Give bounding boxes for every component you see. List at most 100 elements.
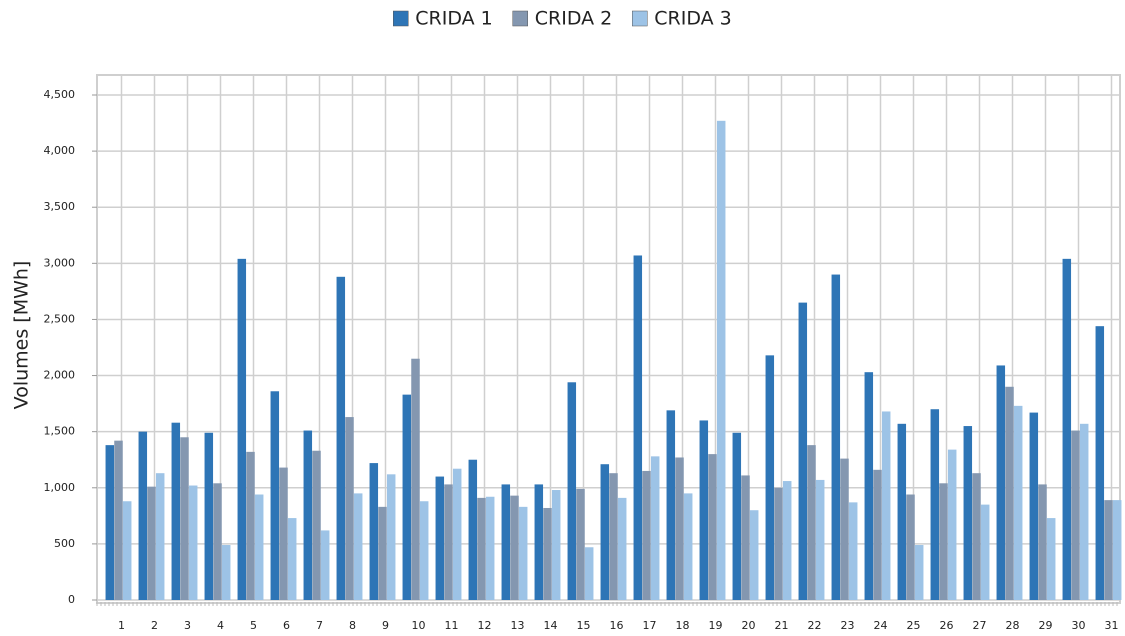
x-tick-label: 25 xyxy=(907,619,921,632)
x-tick-label: 27 xyxy=(973,619,987,632)
bar xyxy=(642,470,651,600)
x-tick-label: 14 xyxy=(544,619,558,632)
x-tick-label: 1 xyxy=(118,619,125,632)
bar xyxy=(798,302,808,600)
x-tick-label: 22 xyxy=(808,619,822,632)
x-tick-label: 18 xyxy=(676,619,690,632)
bar xyxy=(518,506,528,600)
bar xyxy=(114,440,123,600)
bar xyxy=(1071,430,1080,600)
x-tick-label: 8 xyxy=(349,619,356,632)
bar xyxy=(411,358,420,600)
bar xyxy=(864,372,874,600)
bar xyxy=(369,463,379,600)
y-tick-label: 3,000 xyxy=(44,256,76,269)
bar xyxy=(963,426,973,600)
legend-swatch xyxy=(393,10,409,27)
bar xyxy=(320,530,330,600)
x-tick-label: 3 xyxy=(184,619,191,632)
bar xyxy=(213,483,222,600)
bar xyxy=(188,485,198,600)
bar xyxy=(765,355,775,600)
bar xyxy=(452,468,462,600)
bar xyxy=(534,484,544,600)
x-tick-label: 11 xyxy=(445,619,459,632)
y-tick-label: 1,500 xyxy=(44,425,76,438)
legend-label: CRIDA 2 xyxy=(535,8,613,30)
legend-swatch xyxy=(632,10,648,27)
bar xyxy=(485,496,495,600)
bar xyxy=(419,501,429,600)
y-tick-label: 2,500 xyxy=(44,312,76,325)
bar xyxy=(617,497,627,600)
bar xyxy=(1029,412,1039,600)
x-tick-label: 21 xyxy=(775,619,789,632)
bar xyxy=(477,497,486,600)
bar xyxy=(609,473,618,600)
bar xyxy=(939,483,948,600)
y-tick-label: 1,000 xyxy=(44,481,76,494)
x-tick-label: 5 xyxy=(250,619,257,632)
bar xyxy=(633,255,643,600)
bar xyxy=(402,394,412,600)
bar xyxy=(287,518,297,600)
x-tick-label: 23 xyxy=(841,619,855,632)
x-tick-label: 13 xyxy=(511,619,525,632)
bar xyxy=(270,391,280,600)
bar xyxy=(716,120,726,601)
x-tick-label: 2 xyxy=(151,619,158,632)
bar xyxy=(279,467,288,600)
bar xyxy=(254,494,264,600)
x-tick-label: 26 xyxy=(940,619,954,632)
bar xyxy=(741,475,750,600)
bar xyxy=(1104,500,1113,600)
bar xyxy=(147,486,156,600)
bar xyxy=(543,507,552,600)
bar xyxy=(105,445,115,600)
bar xyxy=(807,445,816,600)
x-tick-label: 24 xyxy=(874,619,888,632)
bar xyxy=(914,545,924,600)
y-tick-label: 0 xyxy=(68,593,75,606)
bar xyxy=(873,469,882,600)
bar xyxy=(881,411,891,600)
legend-label: CRIDA 1 xyxy=(415,8,493,30)
bar xyxy=(576,488,585,600)
legend-swatch xyxy=(512,10,528,27)
bar xyxy=(303,430,313,600)
bar xyxy=(930,409,940,600)
x-tick-label: 31 xyxy=(1105,619,1119,632)
bar xyxy=(345,417,354,600)
x-tick-label: 6 xyxy=(283,619,290,632)
bar xyxy=(312,450,321,600)
x-tick-label: 7 xyxy=(316,619,323,632)
y-tick-label: 2,000 xyxy=(44,369,76,382)
x-tick-label: 30 xyxy=(1072,619,1086,632)
bar xyxy=(650,456,660,600)
bar xyxy=(1013,405,1023,600)
bar xyxy=(180,437,189,600)
bar xyxy=(1062,258,1072,600)
legend-label: CRIDA 3 xyxy=(654,8,732,30)
bar xyxy=(221,545,231,600)
y-axis-label: Volumes [MWh] xyxy=(11,261,33,410)
bar xyxy=(699,420,709,600)
x-tick-label: 28 xyxy=(1006,619,1020,632)
bar xyxy=(732,432,742,600)
bar xyxy=(501,484,511,600)
bar xyxy=(435,476,445,600)
bar xyxy=(567,382,577,600)
bar xyxy=(996,365,1006,600)
bar xyxy=(246,451,255,600)
bar xyxy=(584,547,594,600)
bar xyxy=(708,454,717,600)
x-tick-label: 15 xyxy=(577,619,591,632)
bar xyxy=(444,484,453,600)
bar xyxy=(1095,326,1105,600)
x-tick-label: 19 xyxy=(709,619,723,632)
bar xyxy=(897,423,907,600)
bar xyxy=(386,474,396,600)
x-tick-label: 16 xyxy=(610,619,624,632)
bar xyxy=(122,501,132,600)
